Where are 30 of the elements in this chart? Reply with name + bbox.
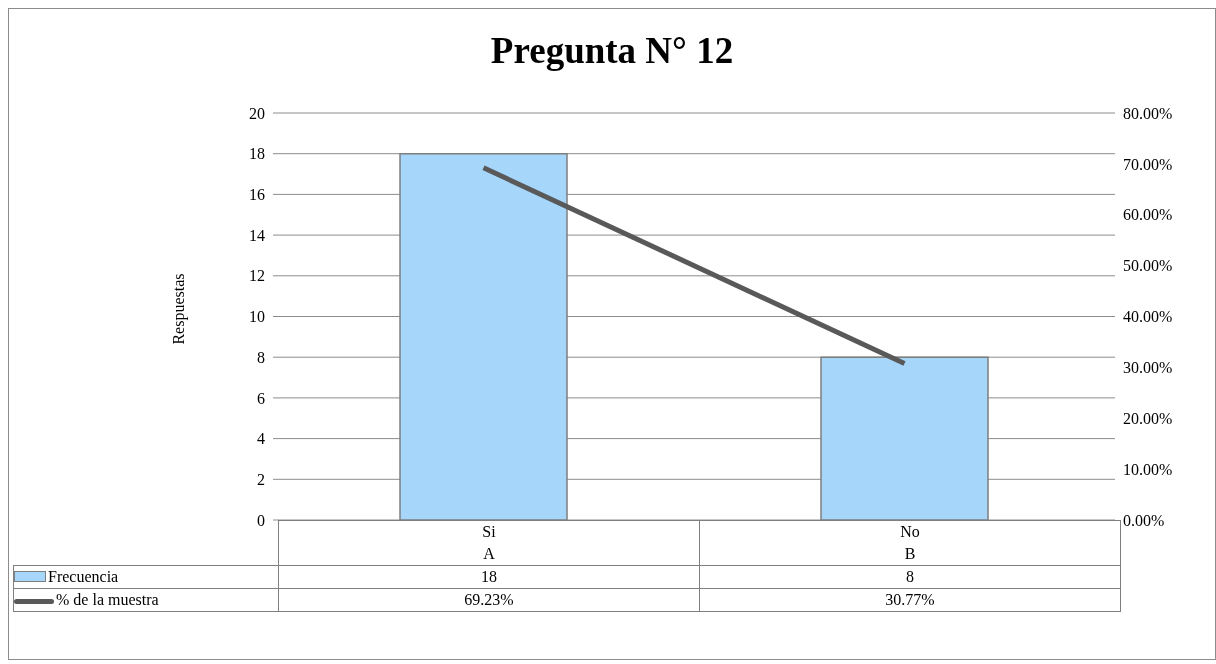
y2-tick-label: 80.00% <box>1123 104 1173 122</box>
y2-tick-label: 60.00% <box>1123 206 1173 224</box>
y2-tick-label: 0.00% <box>1123 511 1165 529</box>
y-tick-label: 14 <box>249 226 265 244</box>
y2-tick-label: 20.00% <box>1123 409 1173 427</box>
y-tick-label: 16 <box>249 186 265 204</box>
chart-title: Pregunta N° 12 <box>489 29 735 72</box>
y-tick-label: 6 <box>257 389 265 407</box>
y2-tick-label: 50.00% <box>1123 257 1173 275</box>
y2-tick-label: 30.00% <box>1123 359 1173 377</box>
y-tick-label: 10 <box>249 308 265 326</box>
y-tick-label: 0 <box>257 511 265 529</box>
y-tick-label: 2 <box>257 470 265 488</box>
y-tick-label: 18 <box>249 145 265 163</box>
legend-label: % de la muestra <box>13 588 279 612</box>
data-label: 18 <box>278 565 700 589</box>
y-tick-label: 20 <box>249 104 265 122</box>
data-label: 30.77% <box>699 588 1121 612</box>
data-label: 8 <box>699 565 1121 589</box>
legend-label: Frecuencia <box>13 565 279 589</box>
y-tick-label: 4 <box>257 430 265 448</box>
category-label: No B <box>900 523 920 562</box>
y-tick-label: 12 <box>249 267 265 285</box>
y2-tick-label: 70.00% <box>1123 155 1173 173</box>
y2-tick-label: 40.00% <box>1123 308 1173 326</box>
category-label: Si A <box>482 523 496 562</box>
y-tick-label: 8 <box>257 348 265 366</box>
y2-tick-label: 10.00% <box>1123 460 1173 478</box>
y-axis-title: Respuestas <box>170 273 188 345</box>
data-label: 69.23% <box>278 588 700 612</box>
